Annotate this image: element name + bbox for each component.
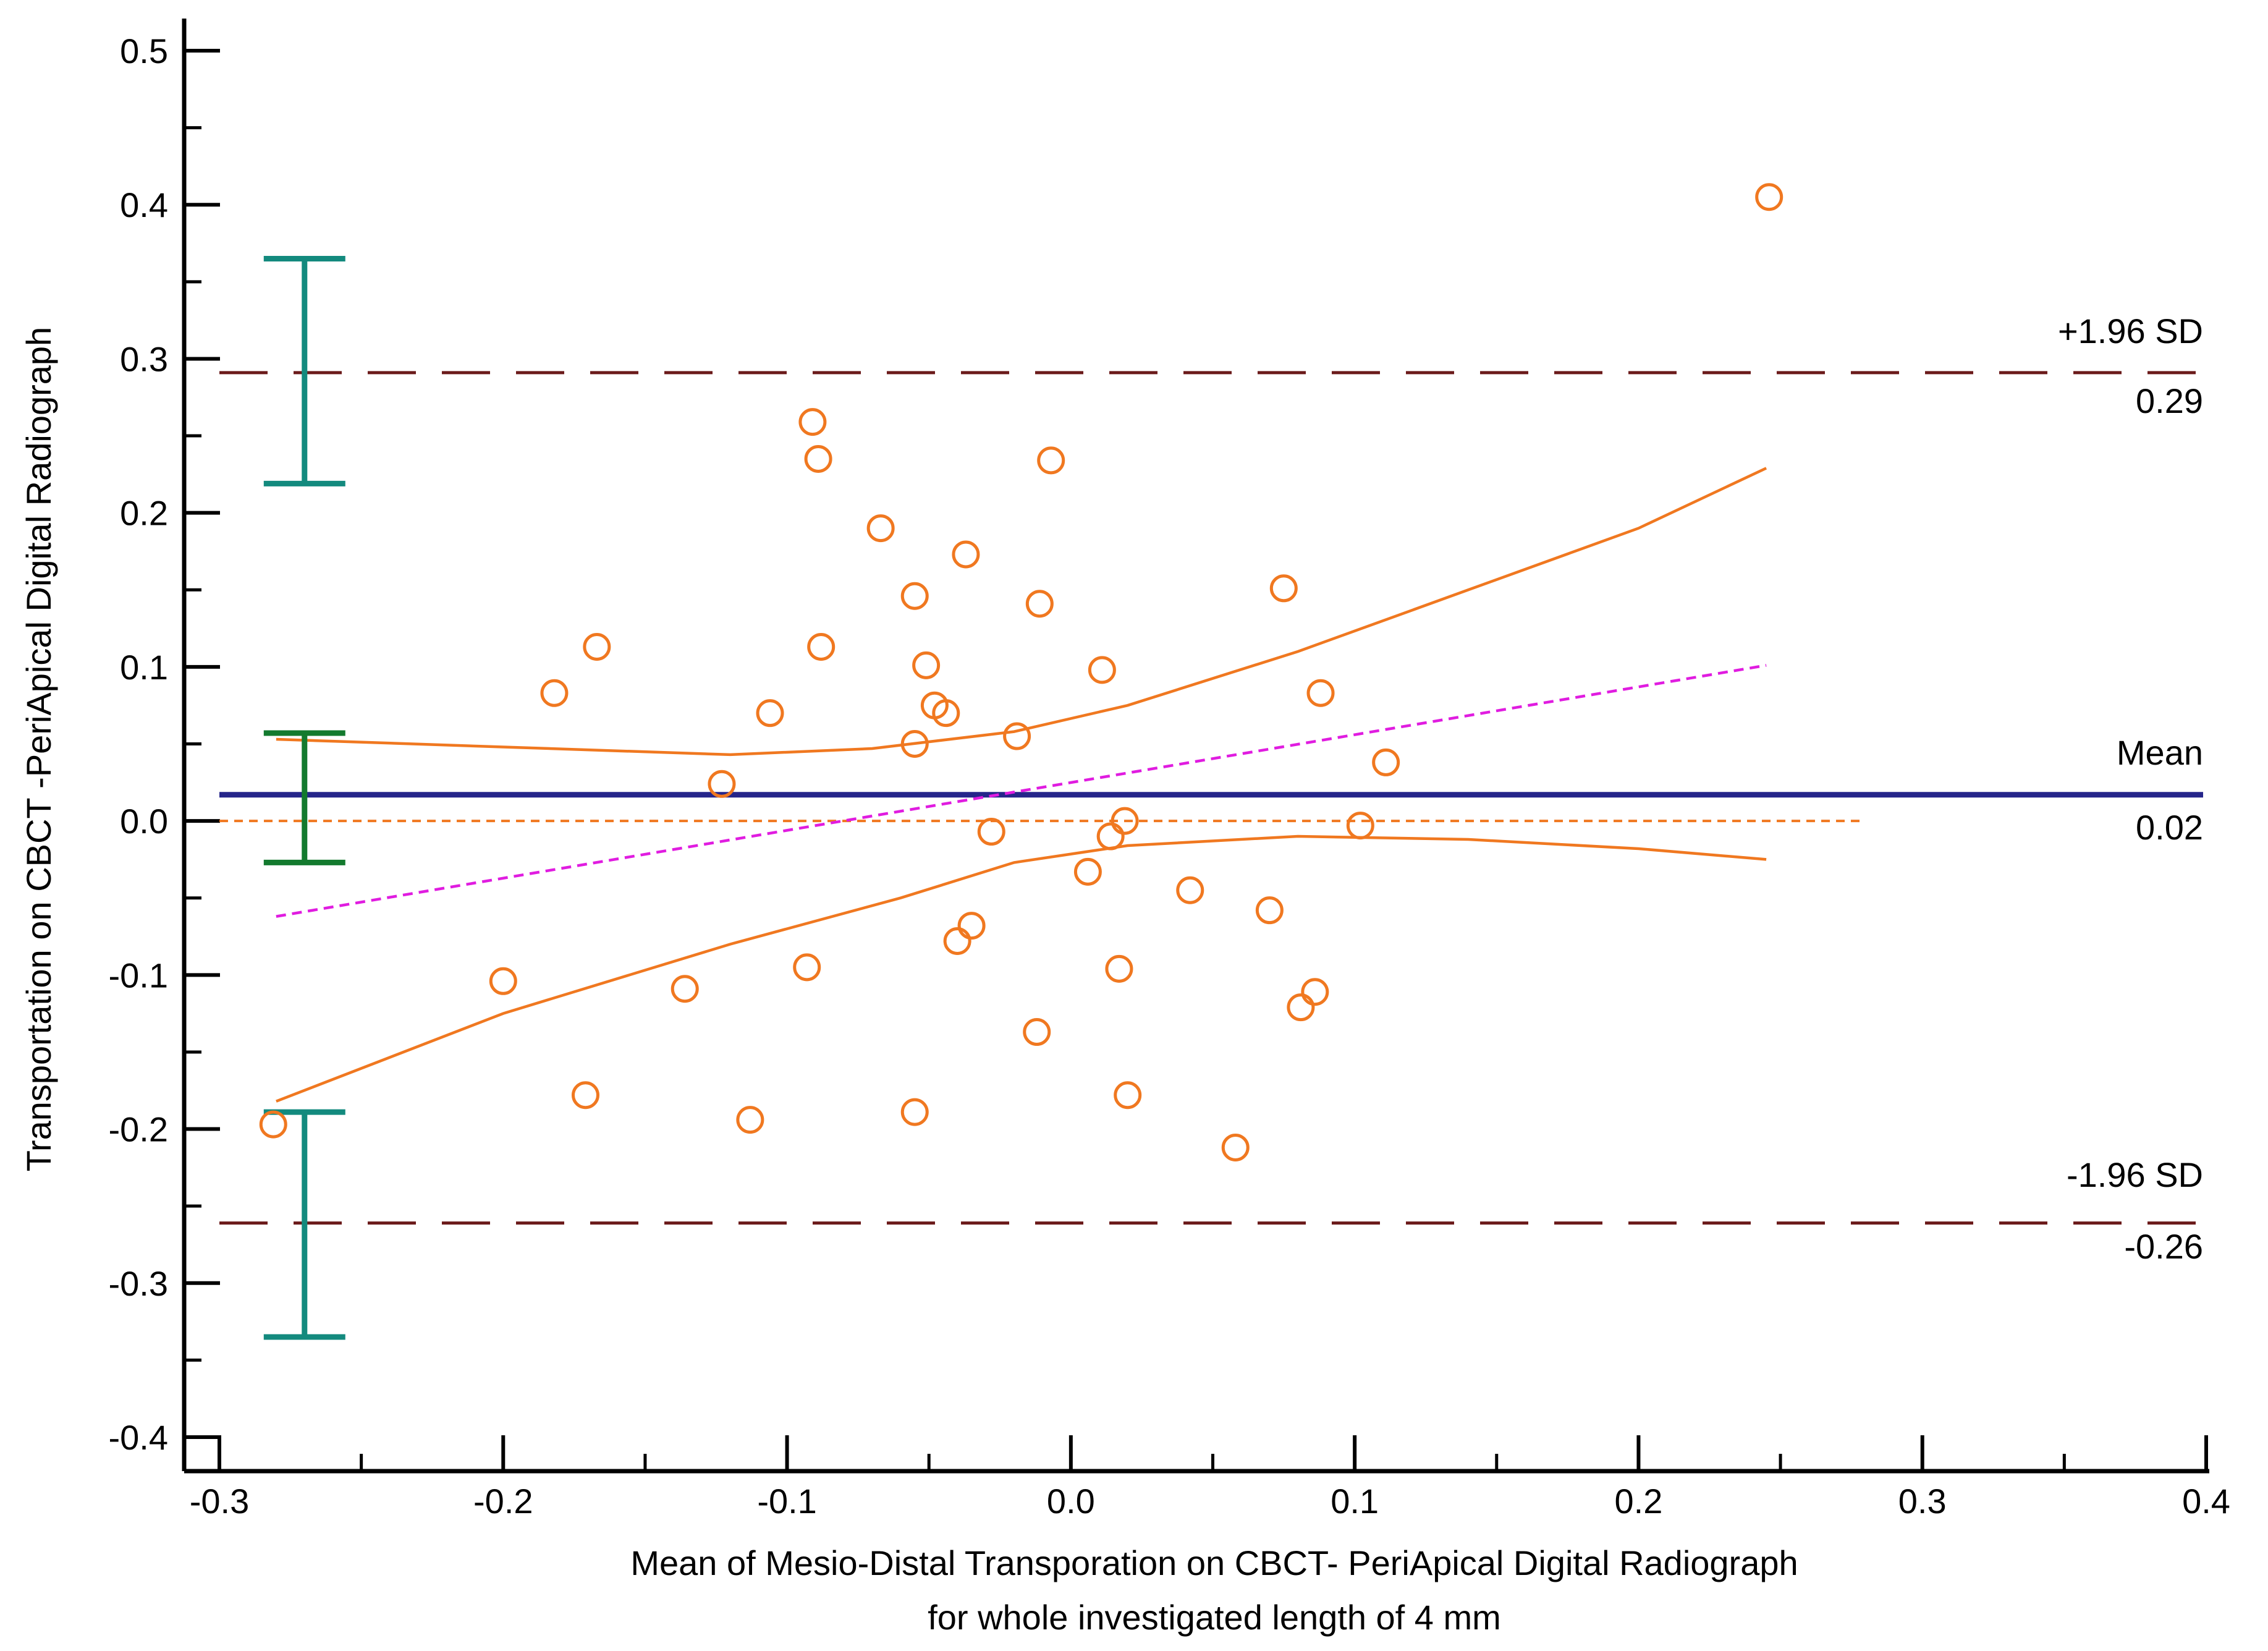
- y-tick-label--0.4: -0.4: [109, 1418, 169, 1457]
- data-point-22: [708, 770, 736, 798]
- data-point-29: [1255, 896, 1284, 925]
- data-point-20: [900, 730, 929, 758]
- data-point-4: [1037, 446, 1065, 475]
- mean-ci-bar: [263, 730, 345, 865]
- x-axis-label-line-2: for whole investigated length of 4 mm: [928, 1598, 1501, 1637]
- data-point-6: [952, 540, 980, 569]
- data-point-33: [1105, 954, 1133, 983]
- data-point-37: [1287, 993, 1315, 1022]
- data-point-39: [571, 1081, 599, 1110]
- data-point-35: [671, 975, 699, 1003]
- lower-loa-label: -1.96 SD: [2067, 1155, 2203, 1194]
- x-tick-label--0.1: -0.1: [757, 1482, 817, 1521]
- y-tick-label--0.2: -0.2: [109, 1110, 169, 1149]
- regression-band-lower: [276, 834, 1767, 1103]
- y-tick-label--0.1: -0.1: [109, 956, 169, 995]
- data-point-42: [736, 1106, 764, 1134]
- data-point-15: [1306, 679, 1335, 707]
- data-point-43: [259, 1110, 287, 1139]
- data-point-9: [1025, 590, 1054, 618]
- data-point-11: [807, 632, 836, 661]
- data-point-18: [756, 699, 784, 728]
- mean-value: 0.02: [2136, 808, 2203, 847]
- data-point-1: [1755, 183, 1784, 211]
- upper-loa-label: +1.96 SD: [2058, 312, 2203, 350]
- x-tick-label--0.3: -0.3: [190, 1482, 250, 1521]
- data-point-34: [489, 967, 517, 995]
- y-axis-label: Transportation on CBCT -PeriApical Digit…: [19, 327, 58, 1171]
- data-point-44: [1221, 1133, 1250, 1161]
- data-point-8: [900, 582, 929, 610]
- x-tick-label--0.2: -0.2: [473, 1482, 533, 1521]
- regression-line: [276, 664, 1767, 918]
- data-point-26: [1096, 822, 1125, 851]
- data-point-40: [1114, 1081, 1142, 1110]
- y-tick-label-0.2: 0.2: [120, 494, 168, 533]
- data-point-10: [583, 632, 611, 661]
- data-point-41: [900, 1098, 929, 1126]
- data-point-3: [804, 444, 832, 473]
- x-tick-label-0.0: 0.0: [1047, 1482, 1095, 1521]
- data-point-7: [1269, 574, 1298, 603]
- data-point-27: [1073, 857, 1102, 886]
- data-point-28: [1176, 876, 1204, 904]
- data-point-23: [1111, 807, 1139, 835]
- x-tick-label-0.2: 0.2: [1614, 1482, 1662, 1521]
- x-tick-label-0.4: 0.4: [2182, 1482, 2230, 1521]
- data-point-5: [866, 514, 895, 543]
- upper-loa-ci-bar: [263, 255, 345, 486]
- x-tick-label-0.1: 0.1: [1331, 1482, 1379, 1521]
- y-tick-label-0.3: 0.3: [120, 339, 168, 378]
- data-point-2: [798, 408, 827, 436]
- y-tick-label-0.0: 0.0: [120, 802, 168, 841]
- data-point-21: [1372, 748, 1400, 776]
- regression-band-upper: [276, 467, 1767, 757]
- y-tick-label--0.3: -0.3: [109, 1264, 169, 1303]
- data-point-38: [1023, 1018, 1051, 1046]
- y-tick-label-0.5: 0.5: [120, 32, 168, 70]
- data-point-32: [793, 953, 821, 982]
- data-point-12: [912, 651, 941, 679]
- data-point-36: [1301, 978, 1329, 1006]
- lower-loa-value: -0.26: [2124, 1227, 2203, 1266]
- data-point-31: [943, 927, 971, 956]
- data-point-25: [977, 818, 1005, 846]
- data-point-14: [540, 679, 569, 707]
- data-point-13: [1088, 656, 1116, 684]
- x-axis-label-line-1: Mean of Mesio-Distal Transporation on CB…: [630, 1543, 1798, 1582]
- data-point-30: [957, 912, 986, 940]
- mean-label: Mean: [2117, 733, 2203, 772]
- y-tick-label-0.4: 0.4: [120, 185, 168, 224]
- x-tick-label-0.3: 0.3: [1898, 1482, 1947, 1521]
- y-tick-label-0.1: 0.1: [120, 648, 168, 687]
- data-point-24: [1346, 812, 1374, 840]
- upper-loa-value: 0.29: [2136, 381, 2203, 420]
- data-point-17: [932, 699, 960, 728]
- data-point-19: [1003, 722, 1031, 750]
